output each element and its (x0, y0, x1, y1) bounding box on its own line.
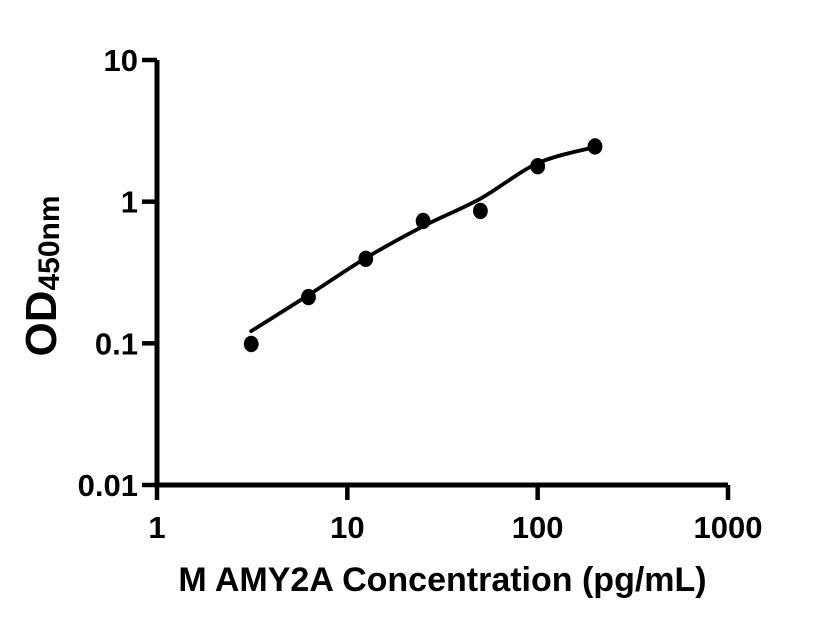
x-tick-label: 1000 (694, 510, 763, 545)
y-axis-title: OD450nm (17, 195, 66, 357)
standard-points-marker (243, 335, 259, 353)
standard-points-marker (415, 212, 431, 230)
x-tick-label: 10 (330, 510, 364, 545)
y-tick-label: 10 (104, 43, 138, 78)
x-tick-label: 100 (512, 510, 564, 545)
x-tick-label: 1 (148, 510, 165, 545)
fit-curve-line (249, 145, 597, 333)
standard-points-marker (473, 202, 488, 220)
y-axis-title-subscript: 450nm (33, 195, 66, 291)
y-tick-label: 1 (121, 185, 138, 220)
axes-frame (154, 60, 728, 488)
x-axis-title: M AMY2A Concentration (pg/mL) (178, 561, 707, 599)
y-axis-title-main: OD (17, 290, 66, 357)
y-tick-label: 0.01 (78, 468, 138, 503)
y-tick-label: 0.1 (95, 326, 138, 361)
standard-points-marker (587, 138, 603, 155)
standard-points-marker (530, 158, 546, 175)
standard-points-marker (358, 250, 374, 267)
standard-points-marker (301, 288, 316, 306)
